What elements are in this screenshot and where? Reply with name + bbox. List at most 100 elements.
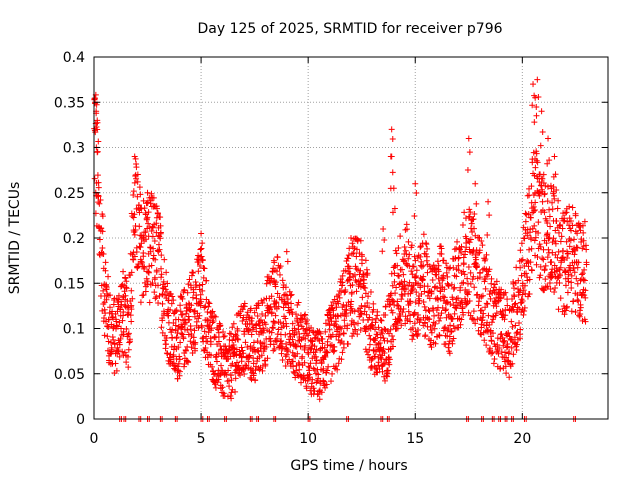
data-point [163,288,170,295]
x-tick-label: 20 [513,431,531,447]
data-point [109,313,116,320]
data-point [144,278,151,285]
data-point [448,281,455,288]
data-point [157,214,164,221]
data-point [445,282,452,289]
data-point [130,188,137,195]
data-point [486,266,493,273]
data-point [110,336,117,343]
y-tick-label: 0.25 [54,186,85,202]
data-point [566,203,573,210]
data-point [308,380,315,387]
data-point [529,102,536,109]
data-point [533,104,540,111]
y-tick-label: 0.4 [63,50,85,66]
y-tick-label: 0.2 [63,231,85,247]
data-point [433,271,440,278]
data-point [450,335,457,342]
chart-title: Day 125 of 2025, SRMTID for receiver p79… [197,21,502,37]
data-point [412,274,419,281]
data-point [569,222,576,229]
data-point [318,389,325,396]
data-point [429,277,436,284]
data-point [527,259,534,266]
data-point [302,335,309,342]
data-point [532,234,539,241]
data-point [527,234,534,241]
data-point [326,326,333,333]
data-point [349,250,356,257]
data-point [185,359,192,366]
data-point [375,324,382,331]
data-point [215,376,222,383]
data-point [380,225,387,232]
data-point [99,228,106,235]
data-point [567,237,574,244]
data-point [131,253,138,260]
data-point [120,308,127,315]
data-point [195,315,202,322]
data-point [410,263,417,270]
data-point [462,248,469,255]
data-point [561,311,568,318]
y-tick-label: 0.3 [63,141,85,157]
data-point [162,286,169,293]
data-point [295,299,302,306]
y-tick-label: 0.35 [54,95,85,111]
data-point [358,260,365,267]
data-point [537,272,544,279]
data-point [484,300,491,307]
data-point [145,209,152,216]
data-point [411,253,418,260]
data-point [449,340,456,347]
data-point [346,265,353,272]
data-point [226,330,233,337]
data-point [154,210,161,217]
data-point [242,339,249,346]
data-point [580,276,587,283]
data-point [470,316,477,323]
data-point [555,274,562,281]
data-point [357,267,364,274]
data-point [572,308,579,315]
data-point [336,294,343,301]
data-point [247,374,254,381]
data-point [267,338,274,345]
data-point [201,328,208,335]
data-point [287,306,294,313]
data-point [458,250,465,257]
x-tick-label: 10 [299,431,317,447]
data-point [140,292,147,299]
data-point [312,349,319,356]
data-point [219,384,226,391]
data-point [392,247,399,254]
data-point [214,379,221,386]
data-point [571,251,578,258]
data-point [122,275,129,282]
data-point [302,311,309,318]
data-point [258,352,265,359]
data-point [530,81,537,88]
data-point [330,322,337,329]
data-point [551,192,558,199]
data-point [546,206,553,213]
data-point [539,129,546,136]
data-point [517,264,524,271]
data-point [263,280,270,287]
data-point [483,300,490,307]
data-point [254,338,261,345]
data-point [144,199,151,206]
data-point [450,322,457,329]
data-point [103,296,110,303]
data-point [543,240,550,247]
data-point [583,259,590,266]
data-point [377,344,384,351]
x-tick-label: 0 [90,431,99,447]
data-point [288,300,295,307]
data-point [248,331,255,338]
data-point [486,291,493,298]
data-point [374,331,381,338]
data-point [146,299,153,306]
data-point [328,302,335,309]
data-point [235,336,242,343]
